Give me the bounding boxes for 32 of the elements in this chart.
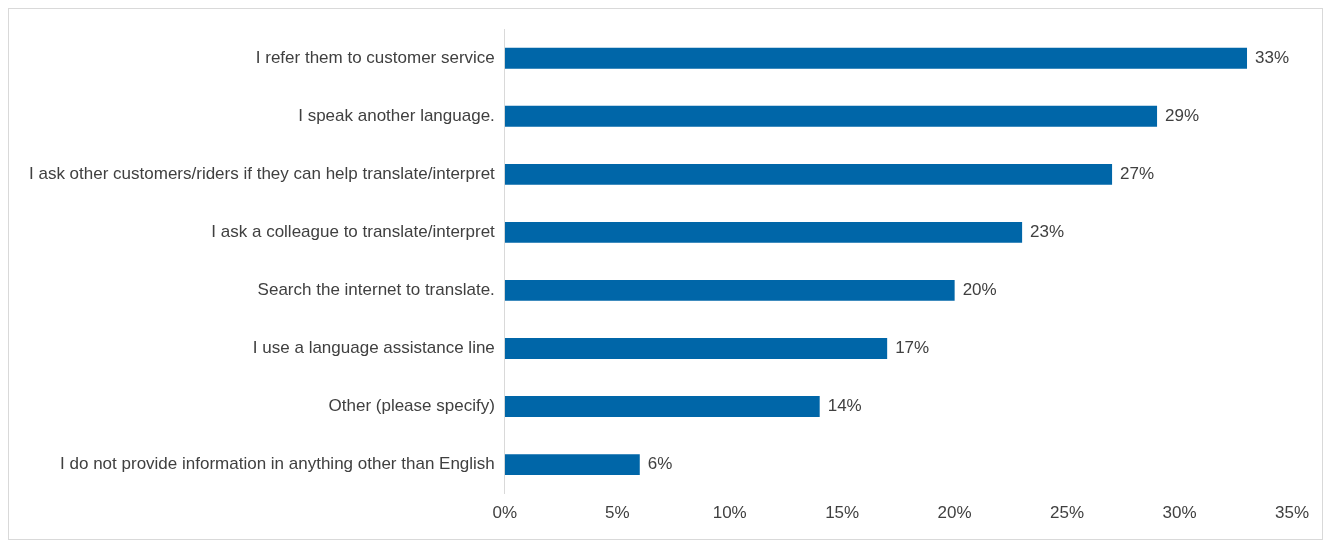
- x-tick-label: 5%: [604, 503, 630, 523]
- x-tick-label: 10%: [712, 503, 747, 523]
- data-label: 33%: [1255, 47, 1290, 67]
- data-label: 29%: [1165, 105, 1200, 125]
- bar: [504, 279, 955, 301]
- bar: [504, 221, 1023, 243]
- y-tick-label: I ask a colleague to translate/interpret: [211, 222, 496, 242]
- y-tick-label: Other (please specify): [328, 396, 495, 416]
- bar: [504, 396, 820, 417]
- bar: [504, 163, 1113, 185]
- bar: [504, 338, 888, 359]
- data-label: 23%: [1030, 222, 1065, 242]
- bar: [504, 105, 1158, 127]
- data-label: 6%: [647, 454, 673, 474]
- data-label: 17%: [895, 338, 930, 358]
- x-tick-label: 20%: [937, 503, 972, 523]
- x-tick-label: 25%: [1050, 503, 1085, 523]
- y-tick-label: I refer them to customer service: [255, 47, 495, 67]
- y-tick-label: I speak another language.: [298, 105, 495, 125]
- x-tick-label: 35%: [1274, 503, 1310, 523]
- x-tick-label: 30%: [1162, 503, 1197, 523]
- bar: [504, 47, 1248, 69]
- y-tick-label: I use a language assistance line: [252, 338, 495, 358]
- x-tick-label: 0%: [492, 503, 518, 523]
- bar: [504, 454, 640, 476]
- data-label: 27%: [1120, 164, 1155, 184]
- x-tick-label: 15%: [825, 503, 860, 523]
- y-tick-label: I ask other customers/riders if they can help translate/interpret: [29, 164, 496, 184]
- y-tick-label: I do not provide information in anything other than English: [60, 454, 495, 474]
- data-label: 20%: [962, 280, 997, 300]
- data-label: 14%: [827, 396, 862, 416]
- y-tick-label: Search the internet to translate.: [257, 280, 495, 300]
